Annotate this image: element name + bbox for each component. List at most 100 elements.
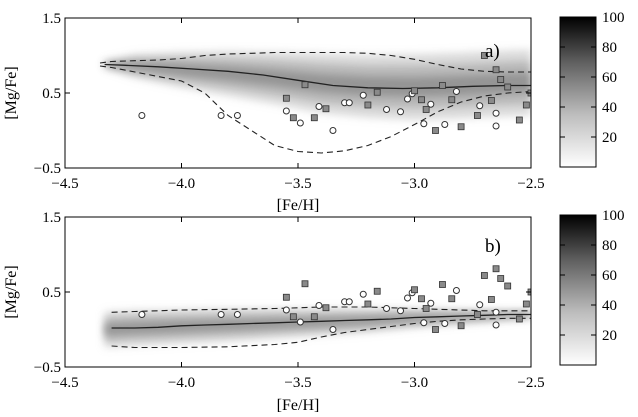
colorbar-tick-label-b: 40	[602, 298, 617, 314]
circle-point-a	[282, 107, 290, 115]
circle-point-b	[404, 294, 412, 302]
data-markers-a	[138, 52, 531, 134]
density-layer-b-2	[104, 313, 531, 335]
circle-point-a	[315, 103, 323, 110]
circle-point-a	[397, 108, 405, 116]
square-point-b	[289, 313, 297, 321]
circle-point-b	[383, 305, 391, 312]
circle-point-a	[420, 120, 428, 128]
square-point-b	[480, 272, 488, 279]
x-tick-label-b: −3.0	[401, 375, 428, 391]
circle-point-a	[441, 121, 449, 128]
y-tick-label-a: 0.5	[42, 86, 61, 102]
square-point-b	[439, 281, 446, 288]
square-point-b	[282, 293, 290, 301]
circle-point-a	[404, 95, 412, 103]
density-band-b	[104, 308, 531, 348]
square-point-b	[373, 287, 381, 295]
y-axis-label-b: [Mg/Fe]	[3, 265, 20, 318]
circle-point-a	[345, 99, 353, 107]
square-point-a	[418, 96, 425, 104]
circle-point-a	[296, 119, 304, 127]
colorbar-tick-label-a: 100	[602, 10, 625, 26]
circle-point-b	[282, 306, 290, 314]
square-point-a	[492, 66, 500, 74]
x-tick-label-b: −2.5	[517, 375, 544, 391]
circle-point-b	[359, 290, 367, 298]
circle-point-b	[420, 319, 428, 327]
square-point-b	[432, 326, 439, 333]
square-point-b	[497, 275, 505, 282]
square-point-a	[310, 114, 318, 122]
circle-point-b	[233, 311, 241, 318]
colorbar-ticks-b: 20 40 60 80 100	[560, 208, 625, 344]
square-point-b	[301, 280, 309, 288]
x-axis-label-a: [Fe/H]	[277, 197, 320, 214]
square-point-a	[289, 114, 297, 122]
square-point-b	[310, 313, 318, 321]
circle-point-a	[476, 102, 484, 110]
colorbar-b	[559, 214, 597, 366]
mean-line-a	[104, 63, 531, 90]
square-point-b	[487, 296, 495, 303]
circle-point-a	[427, 100, 435, 108]
circle-point-b	[315, 302, 323, 309]
square-point-a	[515, 116, 523, 124]
data-markers-b	[138, 265, 531, 333]
upper-line-b	[111, 306, 531, 313]
square-point-b	[522, 300, 530, 308]
x-tick-label-a: −4.0	[168, 176, 195, 192]
square-point-b	[322, 304, 330, 312]
square-point-a	[474, 112, 481, 119]
panel-b: −4.5 −4.0 −3.5 −3.0 −2.5 −0.5 0.5 1.5 b) [Fe/H]…	[3, 208, 625, 414]
circle-point-b	[427, 299, 435, 307]
x-tick-label-b: −4.5	[51, 375, 78, 391]
circle-point-a	[233, 112, 241, 119]
y-tick-label-a: 1.5	[42, 11, 61, 27]
axis-ticks-b: −4.5 −4.0 −3.5 −3.0 −2.5 −0.5 0.5 1.5	[34, 210, 545, 391]
square-point-b	[504, 282, 512, 290]
circle-point-b	[345, 298, 353, 306]
model-lines-a	[99, 51, 531, 154]
y-tick-label-a: −0.5	[34, 161, 61, 177]
circle-point-b	[492, 321, 500, 329]
square-point-b	[457, 322, 465, 330]
square-point-a	[373, 88, 381, 96]
square-point-b	[422, 305, 430, 312]
square-point-a	[364, 101, 372, 109]
colorbar-tick-label-b: 100	[602, 208, 625, 224]
panel-label-b: b)	[485, 236, 501, 257]
circle-point-a	[383, 106, 391, 113]
model-lines-b	[111, 306, 531, 349]
circle-point-b	[217, 311, 225, 318]
circle-point-b	[296, 318, 304, 326]
x-tick-label-a: −3.5	[284, 176, 311, 192]
square-point-b	[492, 265, 500, 273]
circle-point-b	[476, 301, 484, 309]
colorbar-tick-label-a: 60	[602, 70, 617, 86]
square-point-a	[504, 83, 512, 91]
circle-point-a	[217, 112, 225, 119]
lower-line-a	[99, 65, 531, 154]
square-point-a	[432, 127, 439, 134]
x-tick-label-a: −2.5	[517, 176, 544, 192]
square-point-b	[474, 311, 481, 318]
square-point-b	[515, 315, 523, 323]
x-tick-label-b: −4.0	[168, 375, 195, 391]
y-axis-label-a: [Mg/Fe]	[3, 66, 20, 119]
square-point-b	[411, 286, 418, 294]
square-point-a	[457, 123, 465, 131]
colorbar-tick-label-a: 80	[602, 40, 617, 56]
square-point-b	[418, 295, 425, 303]
square-point-a	[448, 96, 456, 104]
panel-a: −4.5 −4.0 −3.5 −3.0 −2.5 −0.5 0.5 1.5 a) [Fe/H]…	[3, 10, 625, 214]
circle-point-b	[397, 307, 405, 315]
square-point-a	[522, 101, 530, 109]
square-point-a	[439, 82, 446, 89]
lower-line-b	[111, 317, 531, 349]
circle-point-b	[441, 320, 449, 327]
upper-line-a	[99, 51, 531, 73]
colorbar-ticks-a: 20 40 60 80 100	[560, 10, 625, 146]
circle-point-b	[329, 326, 337, 333]
square-point-a	[497, 76, 505, 83]
